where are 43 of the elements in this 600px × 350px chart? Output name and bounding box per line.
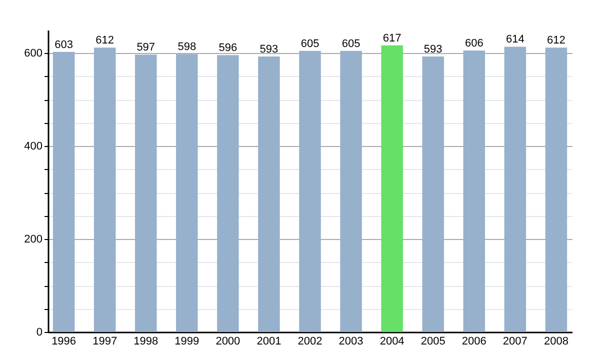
data-label: 603 — [54, 38, 73, 51]
bar — [381, 45, 403, 332]
y-tick-label: 0 — [36, 326, 42, 338]
x-tick-label: 2007 — [502, 336, 528, 348]
data-label: 606 — [464, 37, 484, 50]
data-label: 614 — [506, 34, 524, 46]
bar — [134, 54, 157, 332]
data-label: 593 — [260, 43, 278, 56]
y-tick-label: 600 — [24, 48, 42, 60]
x-tick-label: 2004 — [380, 336, 404, 348]
data-label: 612 — [96, 34, 114, 47]
bar — [217, 55, 239, 332]
y-tick-label: 200 — [24, 234, 42, 246]
x-tick-label: 2005 — [420, 336, 446, 348]
bar — [545, 48, 568, 332]
data-label: 605 — [342, 38, 360, 50]
bar — [340, 50, 362, 332]
bar — [299, 50, 321, 332]
x-tick-label: 1999 — [174, 336, 200, 348]
x-tick-label: 2008 — [544, 336, 568, 348]
x-tick-label: 2003 — [338, 336, 364, 348]
y-tick-label: 400 — [24, 140, 42, 153]
data-label: 617 — [382, 32, 402, 44]
x-tick-label: 2000 — [216, 336, 240, 348]
data-label: 596 — [218, 42, 238, 54]
bar — [258, 56, 280, 332]
bar — [463, 50, 486, 332]
data-label: 605 — [300, 38, 320, 50]
bar — [422, 56, 444, 332]
data-label: 612 — [547, 34, 566, 47]
x-tick-label: 1996 — [52, 336, 76, 348]
bar — [52, 52, 75, 332]
x-tick-label: 1997 — [92, 336, 118, 348]
bar — [176, 54, 198, 332]
data-label: 593 — [424, 43, 442, 56]
x-tick-label: 2006 — [462, 336, 486, 348]
data-label: 598 — [178, 41, 196, 54]
bar — [94, 48, 116, 332]
data-label: 597 — [136, 42, 156, 54]
x-tick-label: 1998 — [134, 336, 158, 348]
x-tick-label: 2002 — [298, 336, 322, 348]
bar — [504, 46, 526, 332]
x-tick-label: 2001 — [256, 336, 282, 348]
